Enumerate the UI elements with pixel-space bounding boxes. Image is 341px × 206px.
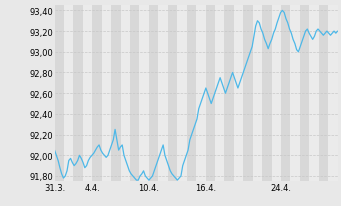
Bar [130, 6, 139, 181]
Bar [168, 6, 177, 181]
Bar [55, 6, 64, 181]
Bar [243, 6, 253, 181]
Bar [73, 6, 83, 181]
Bar [206, 6, 215, 181]
Bar [300, 6, 309, 181]
Bar [92, 6, 102, 181]
Bar [187, 6, 196, 181]
Bar [224, 6, 234, 181]
Bar [262, 6, 271, 181]
Bar [281, 6, 291, 181]
Bar [111, 6, 121, 181]
Bar [149, 6, 158, 181]
Bar [319, 6, 328, 181]
